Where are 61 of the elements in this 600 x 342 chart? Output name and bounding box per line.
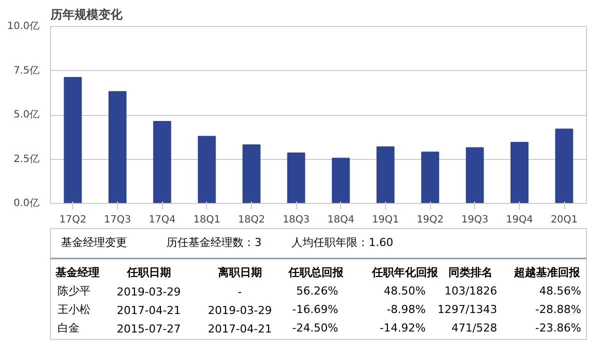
text: -8.98%	[386, 303, 426, 316]
text: 48.56%	[539, 284, 582, 298]
text: 48.50%	[384, 284, 426, 298]
text: 人均任职年限：1.60	[292, 236, 394, 249]
bar	[332, 158, 350, 204]
text: -	[238, 286, 242, 298]
x-tick-label: 17Q4	[148, 214, 176, 226]
chart-title: 历年规模变化	[50, 8, 124, 22]
x-tick-label: 19Q4	[506, 214, 533, 226]
text: 2017-04-21	[116, 304, 181, 317]
text: 103/1826	[444, 284, 498, 298]
bar	[153, 121, 172, 204]
y-tick-label: 7.5亿	[14, 65, 40, 76]
text: 2019-03-29	[116, 286, 181, 298]
x-tick-label: 18Q3	[282, 214, 310, 226]
x-tick-label: 17Q3	[104, 214, 131, 226]
text: 基金经理变更	[61, 236, 128, 249]
x-tick-label: 18Q2	[238, 214, 265, 226]
text: -14.92%	[380, 322, 426, 334]
bar	[510, 142, 528, 204]
x-tick-label: 18Q1	[193, 214, 220, 226]
text: 离职日期	[216, 266, 262, 279]
x-tick-label: 19Q1	[372, 214, 399, 226]
text: 任职年化回报	[371, 266, 440, 279]
bar	[64, 76, 82, 204]
bar	[421, 152, 440, 204]
text: 2015-07-27	[116, 322, 181, 336]
bar	[287, 152, 306, 204]
bar	[108, 91, 126, 204]
x-tick-label: 20Q1	[550, 214, 578, 226]
text: 白金	[58, 322, 80, 334]
text: 超越基准回报	[513, 266, 582, 279]
y-tick-label: 10.0亿	[7, 21, 40, 32]
x-tick-label: 18Q4	[327, 214, 354, 226]
y-tick-label: 0.0亿	[14, 198, 40, 209]
text: -28.88%	[535, 303, 582, 316]
text: 2017-04-21	[208, 322, 272, 336]
text: 陈少平	[58, 284, 91, 298]
x-tick-label: 19Q3	[461, 214, 488, 226]
x-tick-label: 19Q2	[416, 214, 444, 226]
text: 1297/1343	[437, 303, 498, 316]
y-tick-label: 5.0亿	[14, 110, 40, 120]
text: -16.69%	[292, 303, 338, 316]
text: 历任基金经理数：3	[166, 236, 262, 249]
text: -24.50%	[292, 322, 338, 334]
bar	[242, 144, 260, 204]
text: 任职总回报	[287, 266, 344, 279]
y-tick-label: 2.5亿	[14, 154, 40, 165]
bar	[555, 128, 574, 204]
text: 基金经理	[54, 266, 100, 279]
bar	[466, 147, 484, 204]
text: 471/528	[451, 322, 498, 334]
text: 56.26%	[296, 284, 338, 298]
text: -23.86%	[535, 322, 582, 334]
text: 同类排名	[448, 266, 492, 279]
text: 任职日期	[126, 266, 171, 279]
text: 王小松	[58, 303, 91, 316]
bar	[198, 136, 216, 204]
text: 2019-03-29	[208, 304, 272, 317]
bar	[376, 146, 394, 204]
x-tick-label: 17Q2	[59, 214, 86, 226]
